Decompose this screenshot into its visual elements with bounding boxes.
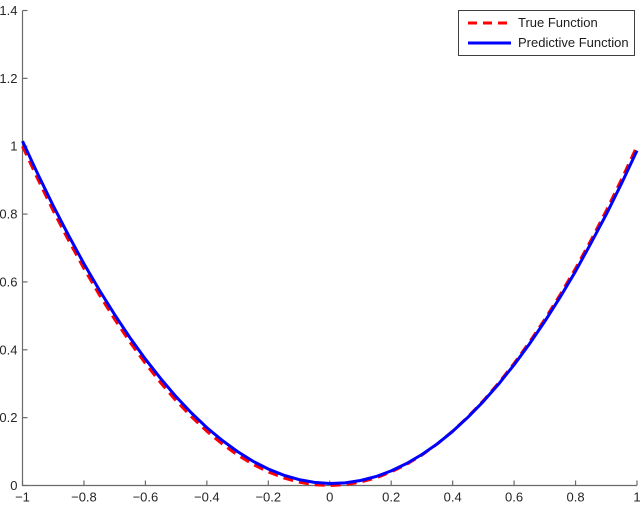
y-tick-label: 0.6: [0, 274, 18, 289]
legend-item-predictive-function: Predictive Function: [467, 34, 629, 51]
x-tick-label: −1: [15, 490, 30, 505]
x-tick-label: −0.4: [194, 490, 220, 505]
legend-label-true-function: True Function: [518, 15, 598, 30]
x-tick-label: 1: [633, 490, 640, 505]
x-tick-label: 0.8: [567, 490, 585, 505]
x-tick-label: −0.6: [133, 490, 159, 505]
legend-solid-line-swatch: [468, 41, 511, 44]
x-tick-label: 0.2: [382, 490, 400, 505]
y-tick-label: 1: [10, 139, 17, 154]
legend-label-predictive-function: Predictive Function: [518, 35, 629, 50]
y-tick-label: 1.4: [0, 3, 18, 18]
x-tick-label: −0.2: [255, 490, 281, 505]
y-tick-label: 0: [10, 478, 17, 493]
x-tick-label: 0: [326, 490, 333, 505]
x-tick-label: 0.4: [444, 490, 462, 505]
y-tick-label: 0.8: [0, 207, 18, 222]
legend-item-true-function: True Function: [467, 14, 626, 31]
legend: True Function Predictive Function: [458, 10, 635, 56]
curve-predictive-function: [21, 140, 639, 485]
y-tick-label: 0.4: [0, 342, 18, 357]
y-tick-label: 1.2: [0, 71, 18, 86]
x-tick-label: 0.6: [505, 490, 523, 505]
y-tick-label: 0.2: [0, 410, 18, 425]
axis-spines: [21, 10, 637, 487]
x-tick-label: −0.8: [71, 490, 97, 505]
legend-dashed-line-swatch: [468, 21, 511, 24]
